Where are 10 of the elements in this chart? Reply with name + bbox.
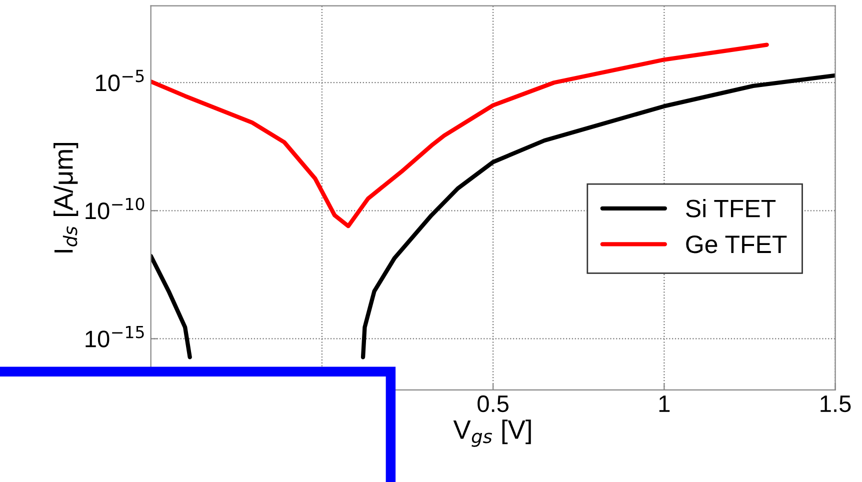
y-axis-title: I$_{ds}$ [A/μm] [54, 142, 78, 252]
x-tick-label: 1 [659, 396, 670, 412]
y-tick-label: 10$^{−15}$ [86, 326, 144, 348]
y-tick-label: 10$^{−5}$ [96, 70, 144, 92]
legend-label: Ge TFET [686, 236, 787, 254]
x-axis-title: V$_{gs}$ [V] [453, 420, 531, 447]
legend-label: Si TFET [686, 199, 776, 218]
x-tick-label: 0.5 [478, 395, 508, 412]
y-tick-label: 10$^{−10}$ [86, 198, 144, 220]
x-tick-label: 1.5 [820, 396, 851, 412]
